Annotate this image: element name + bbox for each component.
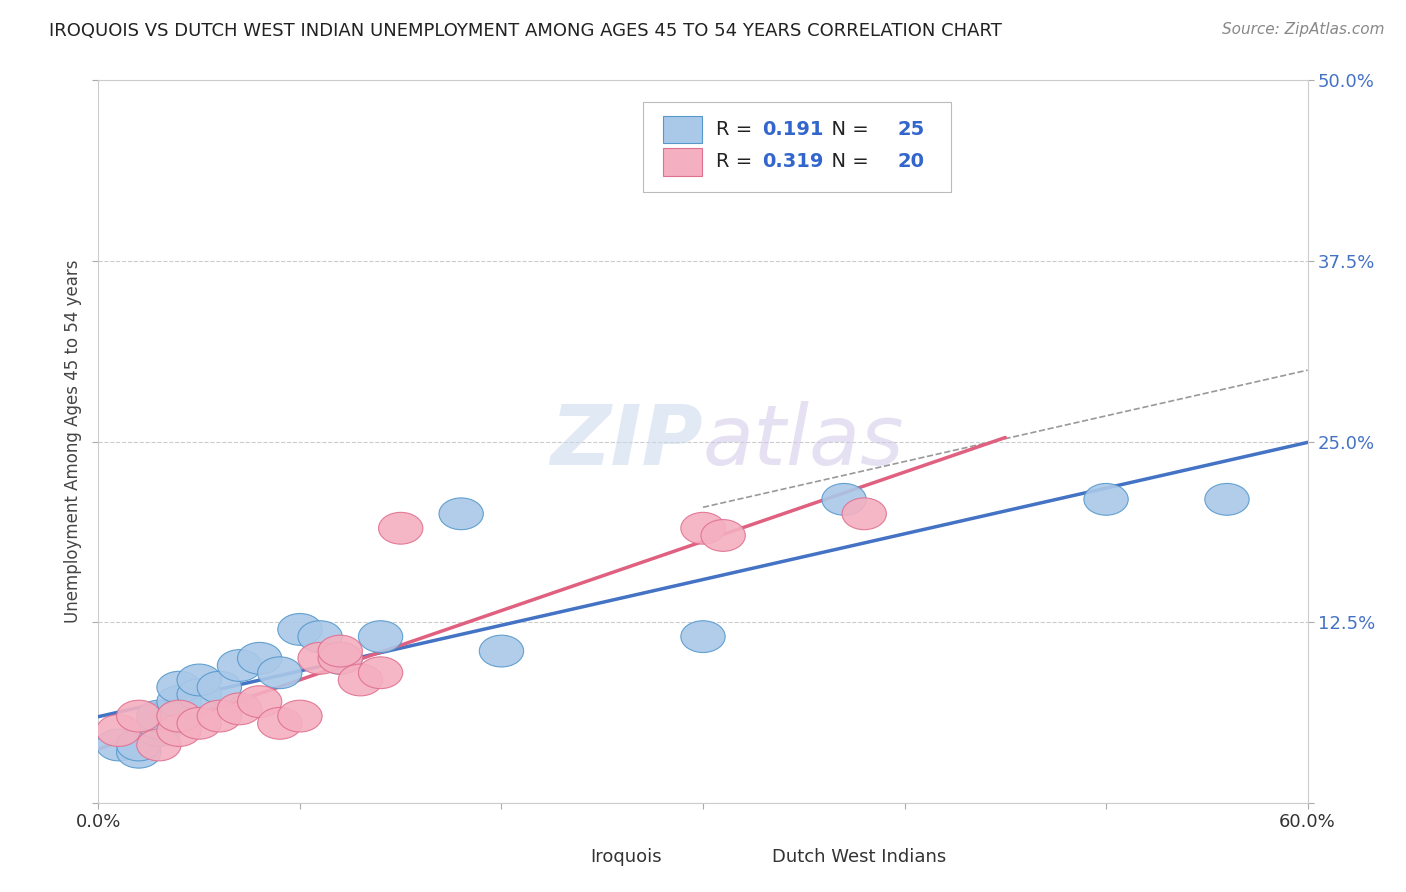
Ellipse shape xyxy=(681,512,725,544)
FancyBboxPatch shape xyxy=(643,102,950,193)
Text: 0.319: 0.319 xyxy=(762,153,824,171)
Text: 20: 20 xyxy=(897,153,925,171)
Ellipse shape xyxy=(177,679,221,710)
Text: Iroquois: Iroquois xyxy=(591,848,662,866)
Ellipse shape xyxy=(298,621,342,653)
Text: R =: R = xyxy=(716,120,759,139)
Ellipse shape xyxy=(136,714,181,747)
Text: Source: ZipAtlas.com: Source: ZipAtlas.com xyxy=(1222,22,1385,37)
Ellipse shape xyxy=(278,700,322,732)
Ellipse shape xyxy=(157,672,201,703)
Text: IROQUOIS VS DUTCH WEST INDIAN UNEMPLOYMENT AMONG AGES 45 TO 54 YEARS CORRELATION: IROQUOIS VS DUTCH WEST INDIAN UNEMPLOYME… xyxy=(49,22,1002,40)
Ellipse shape xyxy=(136,700,181,732)
Ellipse shape xyxy=(257,707,302,739)
Ellipse shape xyxy=(339,664,382,696)
Ellipse shape xyxy=(197,672,242,703)
Text: 25: 25 xyxy=(897,120,925,139)
Ellipse shape xyxy=(681,621,725,653)
Ellipse shape xyxy=(1084,483,1128,516)
Ellipse shape xyxy=(702,519,745,551)
Ellipse shape xyxy=(177,664,221,696)
Text: N =: N = xyxy=(820,120,875,139)
Ellipse shape xyxy=(218,693,262,725)
Ellipse shape xyxy=(359,657,402,689)
Ellipse shape xyxy=(97,714,141,747)
Ellipse shape xyxy=(298,642,342,674)
Ellipse shape xyxy=(238,686,281,717)
Text: 0.191: 0.191 xyxy=(762,120,824,139)
Ellipse shape xyxy=(136,729,181,761)
FancyBboxPatch shape xyxy=(664,116,702,143)
Ellipse shape xyxy=(238,642,281,674)
Text: atlas: atlas xyxy=(703,401,904,482)
Ellipse shape xyxy=(359,621,402,653)
Text: ZIP: ZIP xyxy=(550,401,703,482)
Ellipse shape xyxy=(157,700,201,732)
Ellipse shape xyxy=(378,512,423,544)
Ellipse shape xyxy=(1205,483,1249,516)
Ellipse shape xyxy=(218,649,262,681)
Text: Dutch West Indians: Dutch West Indians xyxy=(772,848,946,866)
Ellipse shape xyxy=(439,498,484,530)
Ellipse shape xyxy=(157,686,201,717)
Ellipse shape xyxy=(318,642,363,674)
Ellipse shape xyxy=(117,736,160,768)
Y-axis label: Unemployment Among Ages 45 to 54 years: Unemployment Among Ages 45 to 54 years xyxy=(63,260,82,624)
Ellipse shape xyxy=(117,700,160,732)
FancyBboxPatch shape xyxy=(546,848,576,866)
Ellipse shape xyxy=(823,483,866,516)
Ellipse shape xyxy=(197,700,242,732)
Ellipse shape xyxy=(157,700,201,732)
Ellipse shape xyxy=(157,714,201,747)
Ellipse shape xyxy=(479,635,523,667)
Ellipse shape xyxy=(278,614,322,645)
Ellipse shape xyxy=(318,642,363,674)
Ellipse shape xyxy=(97,729,141,761)
Ellipse shape xyxy=(136,707,181,739)
Ellipse shape xyxy=(257,657,302,689)
FancyBboxPatch shape xyxy=(727,848,758,866)
Ellipse shape xyxy=(117,729,160,761)
Ellipse shape xyxy=(842,498,886,530)
Text: N =: N = xyxy=(820,153,875,171)
Ellipse shape xyxy=(177,707,221,739)
FancyBboxPatch shape xyxy=(664,148,702,176)
Ellipse shape xyxy=(318,635,363,667)
Text: R =: R = xyxy=(716,153,759,171)
